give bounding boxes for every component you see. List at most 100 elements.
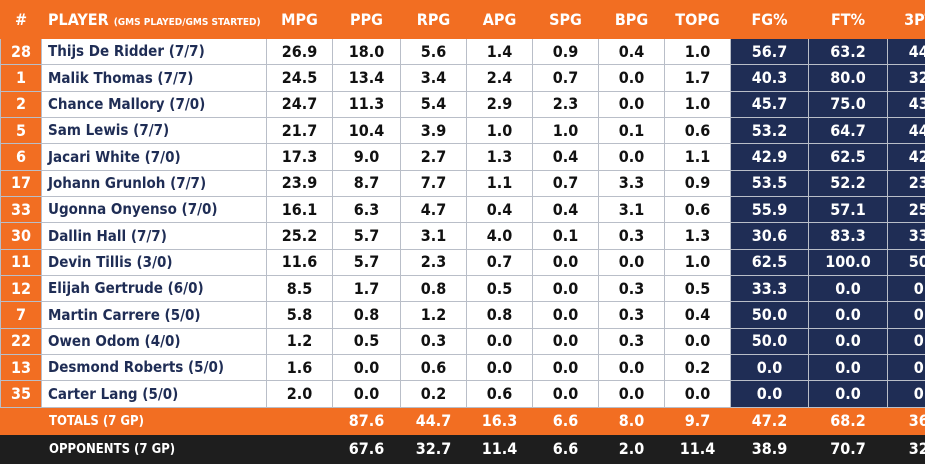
stat-cell: 1.3	[664, 222, 731, 250]
stat-cell: 0.9	[532, 37, 599, 66]
stat-cell: 0.0	[598, 248, 665, 277]
opponents-cell: 2.0	[598, 434, 665, 464]
stat-cell: 24.5	[266, 64, 333, 92]
opponents-cell	[266, 434, 333, 464]
stat-cell: 0.6	[400, 354, 467, 382]
player-row: 30 Dallin Hall (7/7) 25.2 5.7 3.1 4.0 0.1 0.3 1.…	[0, 222, 925, 250]
stat-cell: 8.5	[266, 275, 333, 303]
player-name: Devin Tillis (3/0)	[41, 248, 267, 277]
stat-cell: 0.3	[400, 327, 467, 356]
stat-cell: 0.0	[664, 327, 731, 356]
stat-cell: 1.0	[664, 248, 731, 277]
header-bpg: BPG	[598, 0, 665, 39]
stat-cell: 0.6	[466, 380, 533, 408]
player-row: 33 Ugonna Onyenso (7/0) 16.1 6.3 4.7 0.4 0.4 3.…	[0, 196, 925, 224]
jersey-number: 35	[0, 380, 42, 408]
stat-cell: 0.0	[532, 354, 599, 382]
jersey-number: 6	[0, 143, 42, 171]
header-ppg: PPG	[332, 0, 401, 39]
jersey-number: 1	[0, 64, 42, 92]
player-rows: 28 Thijs De Ridder (7/7) 26.9 18.0 5.6 1.4 0.9…	[0, 37, 925, 408]
stat-cell: 0.3	[598, 275, 665, 303]
stat-cell: 25.2	[266, 222, 333, 250]
stat-cell: 80.0	[808, 64, 888, 92]
opponents-row: OPPONENTS (7 GP) 67.6 32.7 11.4 6.6 2.0 …	[0, 434, 925, 464]
jersey-number: 28	[0, 37, 42, 66]
player-row: 7 Martin Carrere (5/0) 5.8 0.8 1.2 0.8 0.0 0.3 0…	[0, 301, 925, 329]
header-number: #	[0, 0, 42, 39]
jersey-number: 5	[0, 117, 42, 145]
stat-cell: 17.3	[266, 143, 333, 171]
stat-cell: 0.0	[887, 380, 925, 408]
stat-cell: 45.7	[730, 90, 809, 119]
player-name: Malik Thomas (7/7)	[41, 64, 267, 92]
stat-cell: 0.0	[532, 248, 599, 277]
stat-cell: 1.0	[532, 117, 599, 145]
jersey-number: 7	[0, 301, 42, 329]
stat-cell: 50.0	[730, 301, 809, 329]
stat-cell: 24.7	[266, 90, 333, 119]
stat-cell: 55.9	[730, 196, 809, 224]
stat-cell: 44.4	[887, 117, 925, 145]
player-row: 1 Malik Thomas (7/7) 24.5 13.4 3.4 2.4 0.7 0.0 1…	[0, 64, 925, 92]
player-name: Owen Odom (4/0)	[41, 327, 267, 356]
stat-cell: 64.7	[808, 117, 888, 145]
stat-cell: 100.0	[808, 248, 888, 277]
stat-cell: 53.5	[730, 169, 809, 198]
jersey-number: 13	[0, 354, 42, 382]
stat-cell: 62.5	[730, 248, 809, 277]
stat-cell: 0.0	[598, 90, 665, 119]
stat-cell: 0.3	[598, 327, 665, 356]
totals-cell: 87.6	[332, 407, 401, 435]
stat-cell: 2.9	[466, 90, 533, 119]
stat-cell: 0.8	[400, 275, 467, 303]
stat-cell: 0.4	[598, 37, 665, 66]
stat-cell: 25.0	[887, 196, 925, 224]
opponents-cell: 38.9	[730, 434, 809, 464]
stat-cell: 5.8	[266, 301, 333, 329]
stat-cell: 52.2	[808, 169, 888, 198]
stat-cell: 32.4	[887, 64, 925, 92]
stat-cell: 0.0	[808, 380, 888, 408]
player-name: Johann Grunloh (7/7)	[41, 169, 267, 198]
player-row: 5 Sam Lewis (7/7) 21.7 10.4 3.9 1.0 1.0 0.1 0.6 5…	[0, 117, 925, 145]
stat-cell: 0.4	[532, 196, 599, 224]
header-spg: SPG	[532, 0, 599, 39]
jersey-number: 22	[0, 327, 42, 356]
stat-cell: 2.0	[266, 380, 333, 408]
player-row: 17 Johann Grunloh (7/7) 23.9 8.7 7.7 1.1 0.7 3.…	[0, 169, 925, 198]
stat-cell: 0.0	[808, 354, 888, 382]
stat-cell: 0.8	[332, 301, 401, 329]
player-name: Ugonna Onyenso (7/0)	[41, 196, 267, 224]
player-row: 2 Chance Mallory (7/0) 24.7 11.3 5.4 2.9 2.3 0.…	[0, 90, 925, 119]
header-apg: APG	[466, 0, 533, 39]
stat-cell: 2.7	[400, 143, 467, 171]
stat-cell: 42.1	[887, 143, 925, 171]
stat-cell: 16.1	[266, 196, 333, 224]
player-row: 35 Carter Lang (5/0) 2.0 0.0 0.2 0.6 0.0 0.0 0.0…	[0, 380, 925, 408]
stat-cell: 30.6	[730, 222, 809, 250]
stat-cell: 0.8	[466, 301, 533, 329]
player-row: 28 Thijs De Ridder (7/7) 26.9 18.0 5.6 1.4 0.9…	[0, 37, 925, 66]
player-name: Elijah Gertrude (6/0)	[41, 275, 267, 303]
player-name: Martin Carrere (5/0)	[41, 301, 267, 329]
stat-cell: 53.2	[730, 117, 809, 145]
stat-cell: 1.7	[664, 64, 731, 92]
player-name: Carter Lang (5/0)	[41, 380, 267, 408]
stat-cell: 0.2	[400, 380, 467, 408]
header-row: # PLAYER (GMS PLAYED/GMS STARTED) MPG PP…	[0, 0, 925, 39]
stat-cell: 0.5	[332, 327, 401, 356]
stat-cell: 44.4	[887, 37, 925, 66]
stat-cell: 62.5	[808, 143, 888, 171]
stat-cell: 1.6	[266, 354, 333, 382]
stat-cell: 83.3	[808, 222, 888, 250]
stat-cell: 1.1	[466, 169, 533, 198]
player-row: 13 Desmond Roberts (5/0) 1.6 0.0 0.6 0.0 0.0 0.…	[0, 354, 925, 382]
player-name: Dallin Hall (7/7)	[41, 222, 267, 250]
stat-cell: 0.0	[730, 380, 809, 408]
header-rpg: RPG	[400, 0, 467, 39]
stat-cell: 63.2	[808, 37, 888, 66]
stat-cell: 1.1	[664, 143, 731, 171]
stat-cell: 0.6	[664, 196, 731, 224]
stat-cell: 4.0	[466, 222, 533, 250]
